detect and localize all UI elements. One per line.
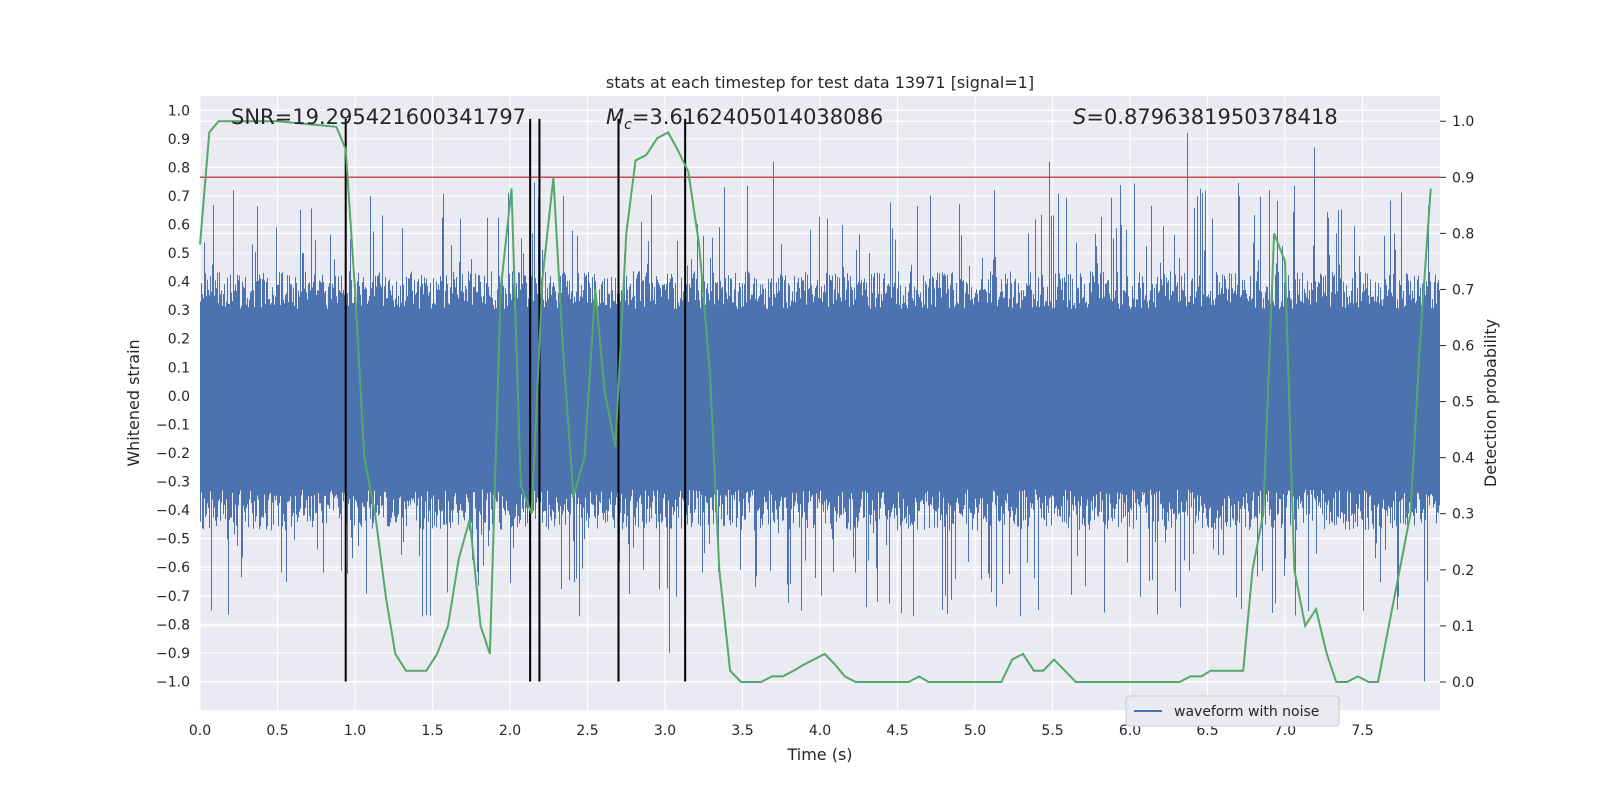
snr-annotation: SNR=19.295421600341797: [231, 105, 526, 129]
y-tick-label: 0.2: [168, 332, 190, 348]
y2-tick-label: 0.4: [1452, 451, 1474, 467]
x-tick-label: 0.0: [189, 723, 211, 739]
x-tick-label: 7.5: [1351, 723, 1373, 739]
y-tick-label: 0.0: [168, 389, 190, 405]
x-tick-label: 0.5: [266, 723, 288, 739]
y2-axis-label: Detection probability: [1481, 319, 1500, 487]
y2-tick-label: 1.0: [1452, 114, 1474, 130]
chirp-mass-subscript: c: [624, 117, 632, 133]
y2-tick-label: 0.8: [1452, 226, 1474, 242]
y-tick-label: −0.7: [156, 589, 190, 605]
x-axis-label: Time (s): [786, 745, 852, 764]
x-tick-label: 4.0: [809, 723, 831, 739]
legend-label-waveform: waveform with noise: [1174, 704, 1319, 720]
legend: waveform with noise: [1125, 695, 1340, 727]
chirp-mass-symbol: M: [606, 105, 624, 129]
x-tick-label: 2.0: [499, 723, 521, 739]
x-tick-label: 3.5: [731, 723, 753, 739]
y-tick-label: −1.0: [156, 674, 190, 690]
waveform-series: [200, 133, 1440, 682]
y-tick-label: 0.4: [168, 275, 190, 291]
chart-title: stats at each timestep for test data 139…: [606, 73, 1034, 92]
y-tick-label: −0.2: [156, 446, 190, 462]
y-tick-label: 0.6: [168, 218, 190, 234]
y2-tick-label: 0.9: [1452, 170, 1474, 186]
y-tick-label: 1.0: [168, 103, 190, 119]
y2-tick-label: 0.5: [1452, 395, 1474, 411]
vertical-markers: [344, 118, 687, 682]
legend-box: [1125, 695, 1340, 727]
y2-axis-ticks: 1.0 0.9 0.8 0.7 0.6 0.5 0.4 0.3 0.2 0.1 0.0: [1440, 114, 1474, 691]
s-value: =0.8796381950378418: [1086, 105, 1337, 129]
y-tick-label: 0.9: [168, 132, 190, 148]
x-tick-label: 7.0: [1274, 723, 1296, 739]
y2-tick-label: 0.1: [1452, 619, 1474, 635]
y2-tick-label: 0.3: [1452, 507, 1474, 523]
x-tick-label: 5.0: [964, 723, 986, 739]
s-symbol: S: [1073, 105, 1086, 129]
x-tick-label: 6.0: [1119, 723, 1141, 739]
y2-tick-label: 0.0: [1452, 675, 1474, 691]
x-tick-label: 5.5: [1041, 723, 1063, 739]
y-tick-label: 0.8: [168, 160, 190, 176]
y-tick-label: −0.3: [156, 475, 190, 491]
y-tick-label: −0.6: [156, 560, 190, 576]
chirp-mass-value: =3.6162405014038086: [632, 105, 883, 129]
y2-tick-label: 0.2: [1452, 563, 1474, 579]
x-tick-label: 6.5: [1196, 723, 1218, 739]
x-tick-label: 3.0: [654, 723, 676, 739]
x-tick-label: 1.5: [421, 723, 443, 739]
s-annotation: S=0.8796381950378418: [1073, 105, 1338, 129]
y-axis-label: Whitened strain: [124, 339, 143, 466]
x-axis-ticks: 0.0 0.5 1.0 1.5 2.0 2.5 3.0 3.5 4.0 4.5 5.0 5.5 6.0 6…: [189, 723, 1374, 739]
y-tick-label: 0.5: [168, 246, 190, 262]
detection-probability-series: [199, 120, 1432, 683]
y-tick-label: −0.9: [156, 646, 190, 662]
x-tick-label: 4.5: [886, 723, 908, 739]
x-tick-label: 1.0: [344, 723, 366, 739]
x-tick-label: 2.5: [576, 723, 598, 739]
y2-tick-label: 0.7: [1452, 282, 1474, 298]
chirp-mass-annotation: Mc=3.6162405014038086: [606, 105, 883, 133]
y-tick-label: 0.1: [168, 360, 190, 376]
y-tick-label: −0.4: [156, 503, 190, 519]
y-tick-label: 0.3: [168, 303, 190, 319]
y2-tick-label: 0.6: [1452, 339, 1474, 355]
y-axis-ticks: 1.0 0.9 0.8 0.7 0.6 0.5 0.4 0.3 0.2 0.1 0.0 −0.1 −0.…: [156, 103, 190, 690]
y-tick-label: 0.7: [168, 189, 190, 205]
y-tick-label: −0.1: [156, 417, 190, 433]
y-tick-label: −0.5: [156, 532, 190, 548]
y-tick-label: −0.8: [156, 617, 190, 633]
